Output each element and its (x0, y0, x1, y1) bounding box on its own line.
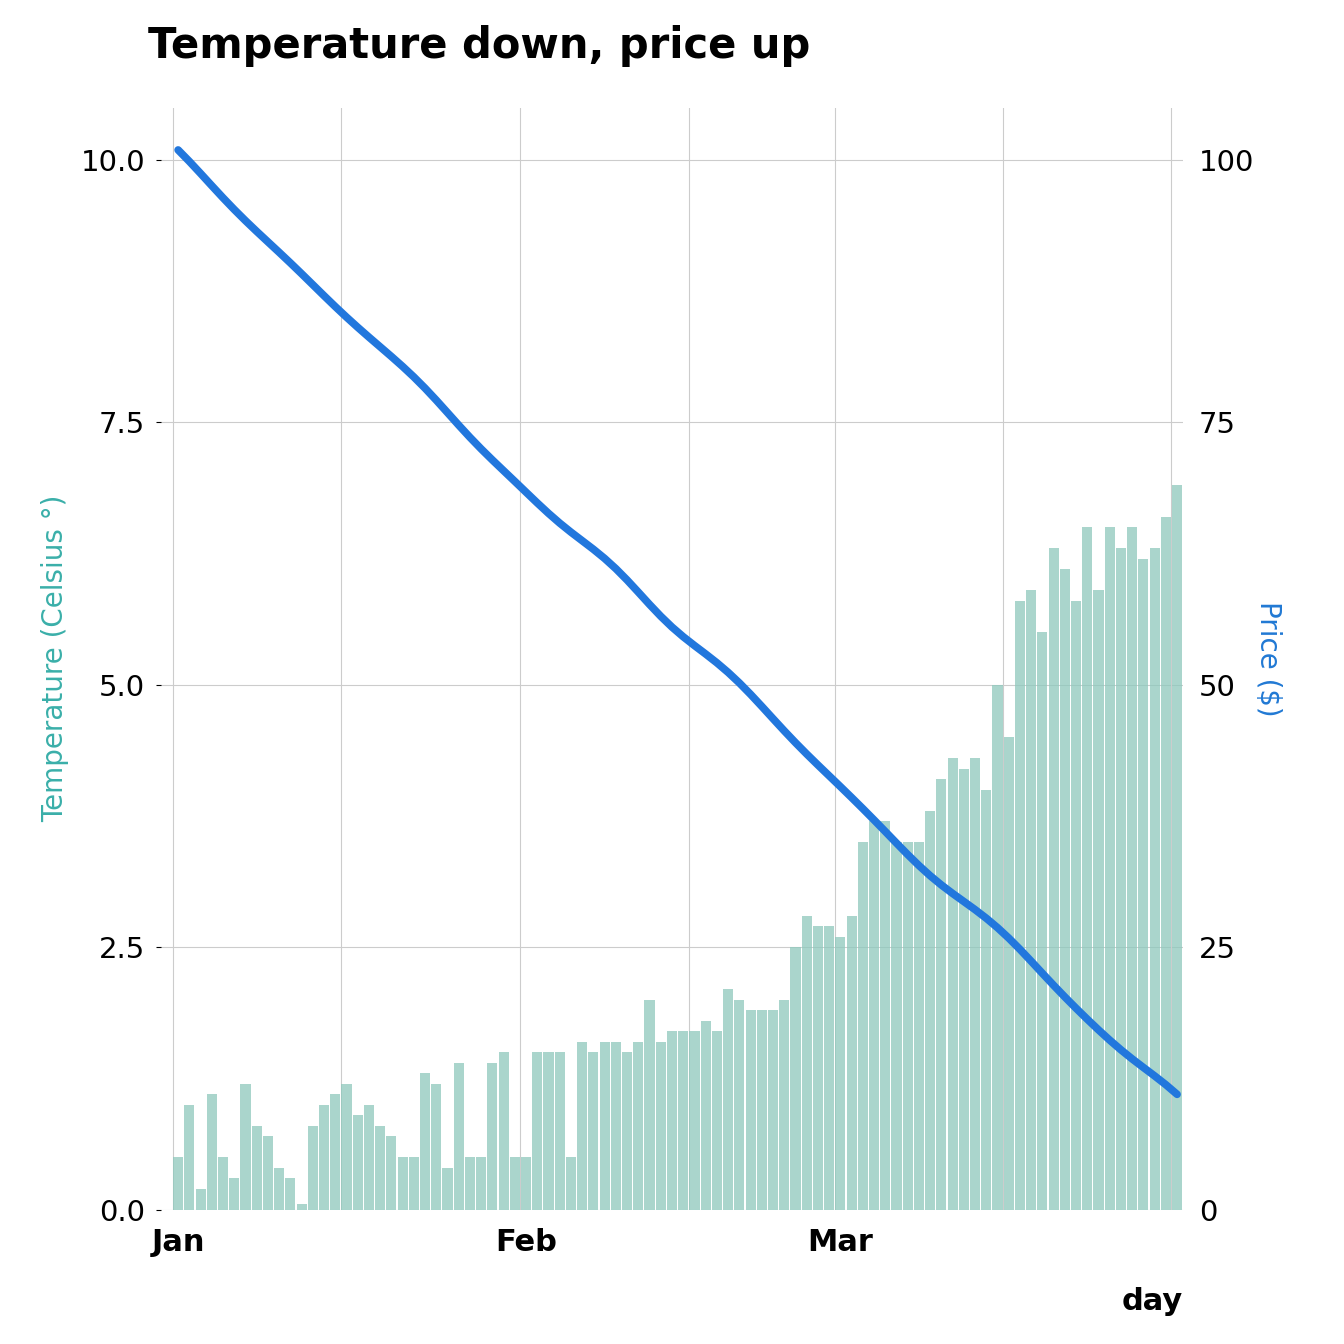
Bar (509, 1157, 520, 1210)
Bar (532, 1052, 543, 1210)
Bar (352, 1116, 363, 1210)
Bar (679, 1031, 688, 1210)
Bar (1038, 632, 1047, 1210)
Bar (364, 1105, 374, 1210)
Bar (746, 1011, 755, 1210)
Bar (297, 1204, 306, 1210)
Bar (723, 989, 734, 1210)
Bar (566, 1157, 577, 1210)
Bar (251, 1126, 262, 1210)
Bar (476, 1157, 487, 1210)
Bar (431, 1083, 441, 1210)
Bar (757, 1011, 767, 1210)
Bar (801, 915, 812, 1210)
Bar (767, 1011, 778, 1210)
Bar (836, 937, 845, 1210)
Bar (285, 1179, 296, 1210)
Bar (230, 1179, 239, 1210)
Bar (870, 821, 879, 1210)
Y-axis label: Price ($): Price ($) (1254, 601, 1282, 716)
Bar (700, 1020, 711, 1210)
Bar (1172, 485, 1183, 1210)
Bar (992, 685, 1003, 1210)
Bar (488, 1063, 497, 1210)
Bar (386, 1136, 396, 1210)
Bar (891, 843, 902, 1210)
Bar (543, 1052, 554, 1210)
Bar (331, 1094, 340, 1210)
Bar (813, 926, 823, 1210)
Bar (1149, 548, 1160, 1210)
Bar (948, 758, 958, 1210)
Bar (1060, 570, 1070, 1210)
Bar (195, 1188, 206, 1210)
Text: Temperature down, price up: Temperature down, price up (148, 26, 810, 67)
Bar (1025, 590, 1036, 1210)
Bar (689, 1031, 699, 1210)
Bar (1004, 738, 1013, 1210)
Bar (1094, 590, 1103, 1210)
Bar (1138, 559, 1149, 1210)
Bar (589, 1052, 598, 1210)
Bar (914, 843, 923, 1210)
Bar (521, 1157, 531, 1210)
Bar (981, 790, 992, 1210)
Bar (734, 1000, 745, 1210)
Bar (218, 1157, 228, 1210)
Bar (442, 1168, 453, 1210)
Bar (1161, 517, 1171, 1210)
Bar (970, 758, 980, 1210)
Bar (341, 1083, 352, 1210)
Bar (847, 915, 856, 1210)
Bar (319, 1105, 329, 1210)
Bar (780, 1000, 789, 1210)
Bar (308, 1126, 319, 1210)
Y-axis label: Temperature (Celsius °): Temperature (Celsius °) (42, 495, 70, 823)
Bar (1015, 601, 1025, 1210)
Bar (958, 769, 969, 1210)
Bar (465, 1157, 474, 1210)
Bar (1116, 548, 1126, 1210)
Bar (454, 1063, 464, 1210)
Bar (184, 1105, 195, 1210)
Bar (599, 1042, 610, 1210)
Bar (925, 810, 935, 1210)
Bar (656, 1042, 665, 1210)
Bar (499, 1052, 508, 1210)
Bar (173, 1157, 183, 1210)
Bar (207, 1094, 216, 1210)
Bar (409, 1157, 419, 1210)
Bar (555, 1052, 564, 1210)
Bar (880, 821, 890, 1210)
Bar (1082, 527, 1093, 1210)
Bar (577, 1042, 587, 1210)
Bar (1048, 548, 1059, 1210)
Bar (790, 948, 801, 1210)
Text: day: day (1121, 1286, 1183, 1316)
Bar (667, 1031, 677, 1210)
Bar (421, 1073, 430, 1210)
Bar (633, 1042, 644, 1210)
Bar (1128, 527, 1137, 1210)
Bar (398, 1157, 407, 1210)
Bar (857, 843, 868, 1210)
Bar (824, 926, 835, 1210)
Bar (622, 1052, 632, 1210)
Bar (903, 843, 913, 1210)
Bar (241, 1083, 250, 1210)
Bar (1071, 601, 1081, 1210)
Bar (1105, 527, 1114, 1210)
Bar (645, 1000, 655, 1210)
Bar (263, 1136, 273, 1210)
Bar (712, 1031, 722, 1210)
Bar (610, 1042, 621, 1210)
Bar (274, 1168, 284, 1210)
Bar (375, 1126, 386, 1210)
Bar (937, 780, 946, 1210)
